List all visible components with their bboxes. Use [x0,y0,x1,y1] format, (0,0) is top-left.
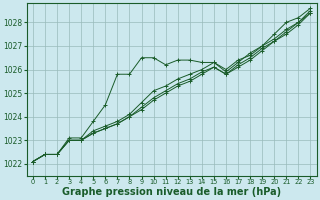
X-axis label: Graphe pression niveau de la mer (hPa): Graphe pression niveau de la mer (hPa) [62,187,281,197]
